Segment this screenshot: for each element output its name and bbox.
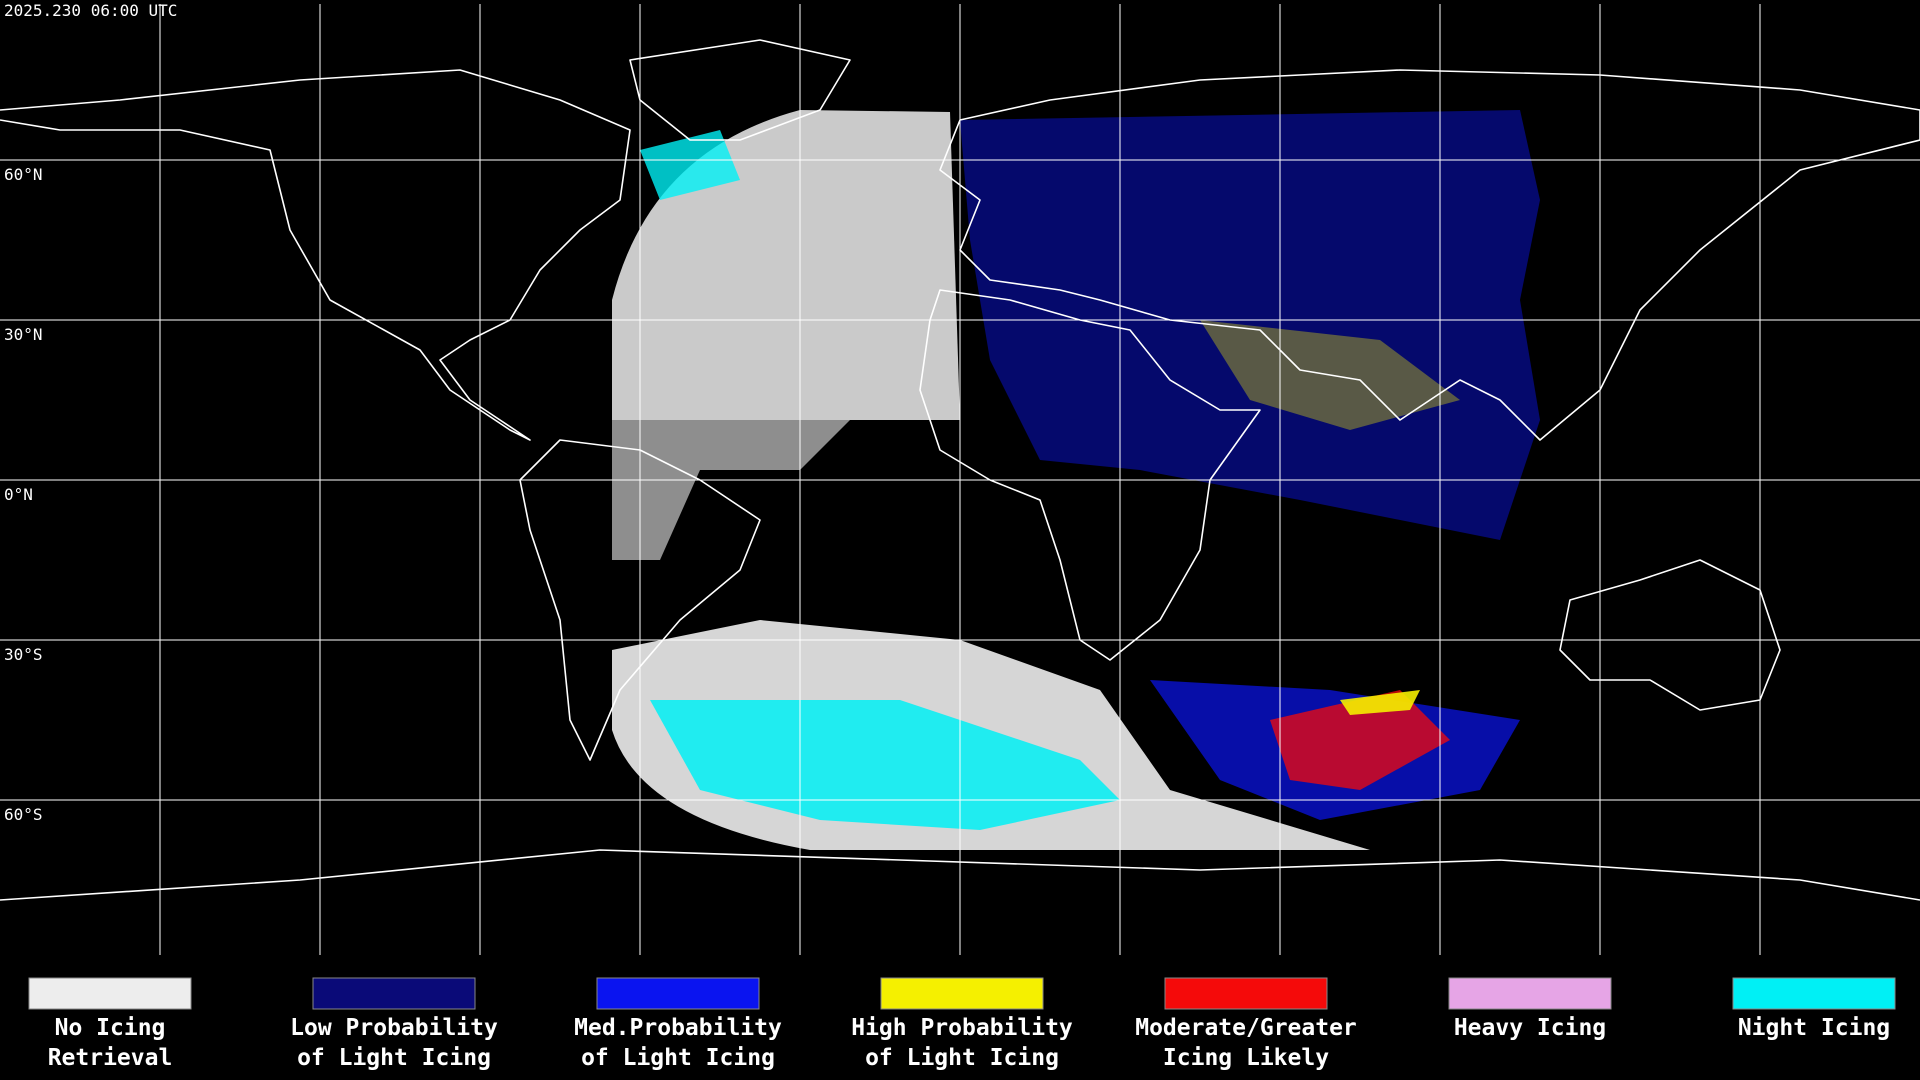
- night-icing-area: [640, 130, 740, 200]
- legend-label: High Probability: [851, 1015, 1073, 1041]
- legend-swatch: [312, 977, 476, 1010]
- legend-label: of Light Icing: [581, 1045, 775, 1071]
- legend-swatch: [596, 977, 760, 1010]
- latitude-label: 30°N: [4, 325, 43, 344]
- legend-label: Med.Probability: [574, 1015, 782, 1041]
- legend-swatch: [1732, 977, 1896, 1010]
- low-icing-area: [960, 110, 1540, 540]
- latitude-label: 0°N: [4, 485, 33, 504]
- eurasia: [939, 69, 1920, 441]
- legend-label: of Light Icing: [297, 1045, 491, 1071]
- night-icing-area: [650, 700, 1120, 830]
- legend-swatch: [28, 977, 192, 1010]
- timestamp: 2025.230 06:00 UTC: [4, 1, 177, 20]
- legend-swatch: [1164, 977, 1328, 1010]
- north-america: [0, 69, 631, 441]
- latitude-label: 60°S: [4, 805, 43, 824]
- retrieval-overlay: [612, 110, 1540, 850]
- high-icing-area: [1340, 690, 1420, 715]
- greenland: [629, 39, 851, 141]
- legend-background: [0, 955, 1920, 1080]
- legend-label: Heavy Icing: [1454, 1015, 1606, 1041]
- moderate-icing-area: [1270, 690, 1450, 790]
- latitude-label: 30°S: [4, 645, 43, 664]
- no-icing-area: [612, 420, 850, 560]
- latitude-lines: 60°N 30°N 0°N 30°S 60°S: [0, 159, 1920, 824]
- legend-label: Retrieval: [48, 1045, 173, 1071]
- legend-swatch: [1448, 977, 1612, 1010]
- legend-swatch: [880, 977, 1044, 1010]
- latitude-label: 60°N: [4, 165, 43, 184]
- legend-label: Night Icing: [1738, 1015, 1890, 1041]
- legend-label: No Icing: [55, 1015, 166, 1041]
- legend-label: of Light Icing: [865, 1045, 1059, 1071]
- legend: No Icing Retrieval Low Probability of Light…: [28, 977, 1896, 1071]
- legend-label: Low Probability: [290, 1015, 498, 1041]
- legend-label: Moderate/Greater: [1135, 1015, 1357, 1041]
- antarctica: [0, 849, 1920, 901]
- africa: [919, 289, 1261, 661]
- legend-label: Icing Likely: [1163, 1045, 1329, 1071]
